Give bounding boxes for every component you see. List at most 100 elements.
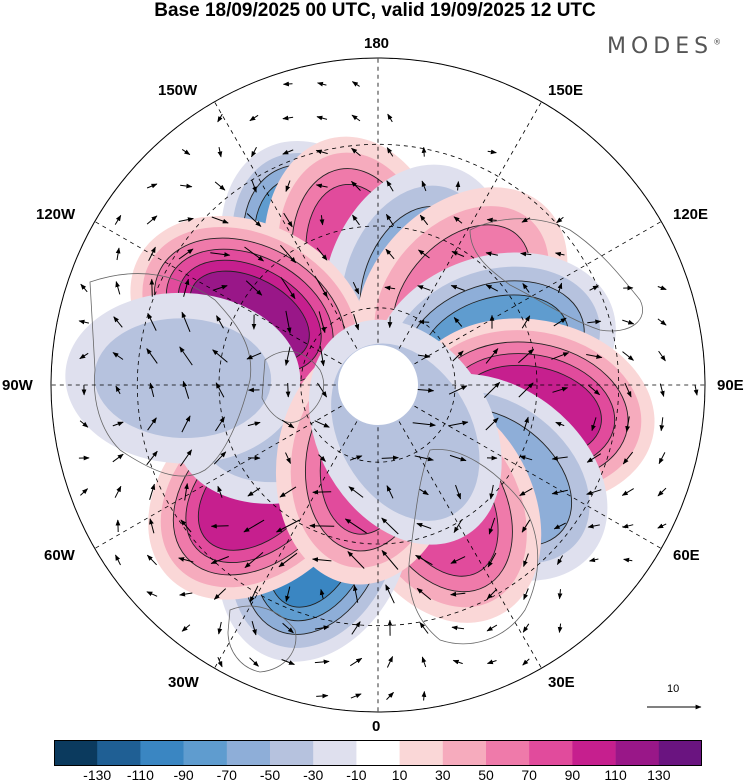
lon-label-30w: 30W — [168, 674, 199, 691]
wind-arrow — [246, 352, 262, 360]
wind-arrow — [215, 382, 225, 398]
colorbar-bin — [270, 740, 314, 766]
wind-arrow — [416, 588, 432, 600]
wind-arrow — [521, 217, 531, 223]
wind-arrow — [385, 248, 395, 260]
coastlines — [89, 218, 643, 673]
wind-arrow — [622, 319, 635, 325]
wind-arrow — [344, 518, 367, 534]
colorbar-bin — [140, 740, 184, 766]
colorbar-tick-label: -10 — [346, 767, 367, 783]
wind-arrow — [657, 318, 667, 326]
wind-arrow — [319, 588, 325, 599]
meridian-line — [94, 221, 363, 377]
lon-label-150w: 150W — [158, 82, 198, 99]
wind-arrow — [487, 552, 497, 568]
wind-arrow — [285, 180, 291, 192]
wind-arrow — [314, 420, 330, 428]
wind-arrow — [316, 247, 328, 261]
wind-arrow — [249, 114, 259, 122]
wind-arrow — [282, 81, 293, 87]
latitude-circle — [136, 143, 620, 627]
wind-arrow — [244, 552, 264, 568]
wind-arrow — [588, 384, 601, 396]
map-border — [50, 57, 706, 713]
wind-arrow — [450, 285, 465, 291]
wind-arrow — [586, 354, 603, 359]
wind-arrow — [279, 486, 297, 498]
wind-arrow — [181, 311, 191, 332]
wind-arrow — [243, 519, 265, 533]
wind-arrow — [523, 416, 529, 431]
wind-arrow — [249, 657, 259, 667]
wind-arrow — [281, 419, 295, 429]
wind-arrow — [350, 693, 362, 699]
wind-arrow — [78, 319, 90, 325]
wind-arrow — [486, 624, 498, 632]
lon-label-180: 180 — [364, 35, 390, 52]
colorbar-tick-label: 110 — [604, 767, 627, 783]
wind-arrow — [417, 353, 431, 359]
wind-arrow — [387, 113, 393, 123]
colorbar-bin — [658, 740, 702, 766]
wind-arrow — [115, 385, 121, 395]
wind-arrow — [658, 350, 666, 362]
colorbar — [54, 740, 702, 766]
colorbar-tick-label: 70 — [521, 767, 537, 783]
wind-arrow — [316, 115, 328, 121]
map-title: Base 18/09/2025 00 UTC, valid 19/09/2025… — [154, 0, 596, 21]
wind-arrow — [80, 283, 88, 293]
wind-arrow — [312, 489, 332, 495]
wind-arrow — [316, 382, 328, 398]
wind-arrow — [215, 416, 225, 432]
wind-arrow — [386, 691, 394, 700]
colorbar-frame — [54, 740, 702, 766]
colorbar-tick-label: -70 — [216, 767, 237, 783]
wind-arrow — [314, 659, 330, 665]
wind-arrow — [448, 385, 468, 395]
wind-arrow — [487, 149, 497, 155]
wind-arrow — [587, 319, 602, 325]
wind-arrow — [149, 483, 156, 500]
wind-arrow — [319, 215, 325, 226]
lon-label-30e: 30E — [548, 674, 575, 691]
wind-arrow — [178, 557, 194, 563]
reference-vector-label: 10 — [667, 683, 680, 695]
wind-arrow — [281, 659, 295, 665]
wind-arrow — [351, 114, 361, 122]
wind-arrow — [452, 659, 463, 665]
colorbar-tick-label: -30 — [303, 767, 324, 783]
wind-arrow — [147, 312, 157, 331]
wind-arrow — [414, 455, 434, 462]
lon-label-60e: 60E — [673, 547, 700, 564]
wind-arrow — [113, 316, 123, 328]
wind-arrow — [386, 147, 394, 157]
wind-arrow — [557, 589, 563, 600]
wind-arrow — [659, 417, 665, 432]
wind-arrow — [452, 350, 464, 362]
wind-arrow — [591, 417, 597, 432]
wind-arrow — [556, 555, 564, 566]
wind-arrow — [115, 281, 121, 295]
wind-arrow — [114, 485, 122, 498]
brand-mark: ® — [713, 37, 722, 47]
wind-arrow — [213, 588, 227, 600]
wind-arrow — [251, 179, 257, 193]
wind-arrow — [455, 181, 461, 191]
wind-arrow — [522, 283, 530, 293]
wind-arrow — [658, 452, 666, 465]
wind-arrow — [552, 386, 569, 393]
wind-arrow — [518, 382, 534, 398]
wind-arrow — [381, 550, 399, 570]
wind-arrow — [146, 215, 158, 225]
wind-arrow — [553, 522, 566, 530]
wind-arrow — [455, 484, 461, 500]
wind-arrow — [586, 453, 602, 463]
wind-arrow — [386, 485, 394, 499]
wind-arrow — [217, 147, 223, 158]
wind-arrow — [112, 352, 124, 360]
wind-arrow — [485, 251, 498, 257]
wind-arrow — [416, 523, 432, 529]
wind-arrow — [557, 623, 563, 633]
wind-arrow — [589, 557, 599, 563]
